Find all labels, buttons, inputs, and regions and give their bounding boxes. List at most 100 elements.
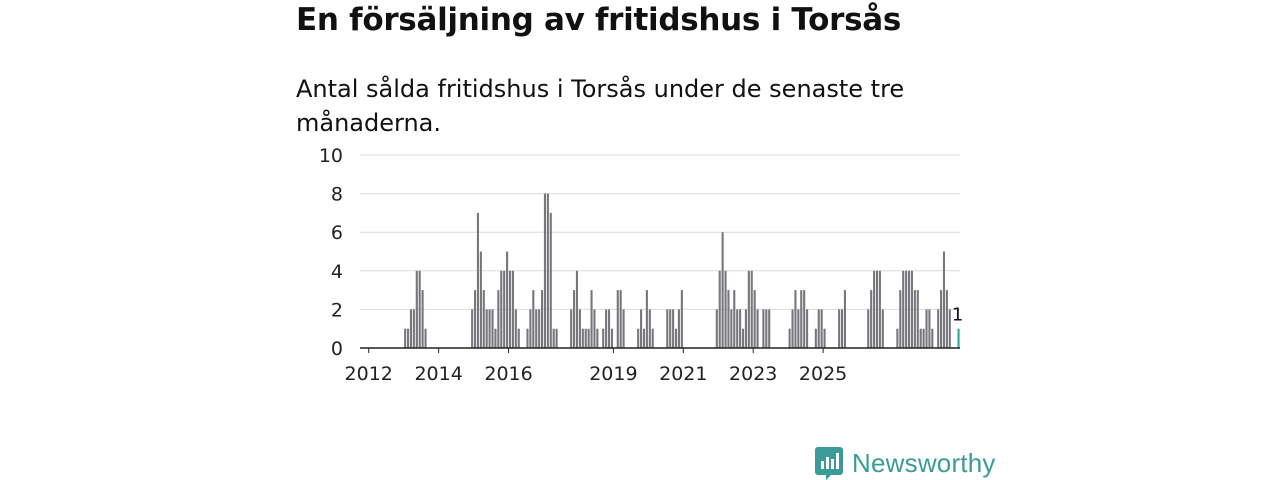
bar	[581, 328, 584, 348]
bar	[727, 290, 730, 348]
bar	[549, 212, 552, 348]
bar	[817, 309, 820, 348]
bar	[873, 270, 876, 348]
bar	[791, 309, 794, 348]
bar	[899, 290, 902, 348]
bar	[838, 309, 841, 348]
bar	[573, 290, 576, 348]
bar	[622, 309, 625, 348]
y-tick-label: 4	[331, 261, 343, 283]
x-tick-label: 2025	[799, 363, 847, 385]
bar	[870, 290, 873, 348]
bar	[494, 328, 497, 348]
bar	[733, 290, 736, 348]
bar	[922, 328, 925, 348]
bar	[913, 290, 916, 348]
bar	[768, 309, 771, 348]
x-tick-label: 2014	[414, 363, 462, 385]
bar	[605, 309, 608, 348]
bar	[404, 328, 407, 348]
bar	[672, 309, 675, 348]
bar	[526, 328, 529, 348]
bar	[797, 309, 800, 348]
bar	[409, 309, 413, 348]
bar	[942, 251, 946, 348]
bar	[610, 328, 613, 348]
bar	[724, 270, 727, 348]
bar	[511, 270, 514, 348]
bar	[503, 270, 506, 348]
bar	[741, 328, 745, 348]
bar	[803, 290, 806, 348]
bar	[476, 212, 480, 348]
bar	[529, 309, 532, 348]
bar	[843, 290, 846, 348]
bar	[806, 309, 809, 348]
bar	[931, 328, 934, 348]
bar	[730, 309, 733, 348]
bar	[602, 328, 605, 348]
bar	[937, 309, 940, 348]
bar	[916, 290, 919, 348]
bar	[570, 309, 573, 348]
bar	[928, 309, 931, 348]
bar	[747, 270, 750, 348]
newsworthy-logo-text: Newsworthy	[852, 448, 996, 478]
bar	[491, 309, 494, 348]
bar	[471, 309, 474, 348]
y-tick-label: 2	[331, 299, 343, 321]
bar	[910, 270, 913, 348]
bar	[645, 290, 648, 348]
bar	[718, 270, 721, 348]
bar	[925, 309, 928, 348]
bar	[596, 328, 599, 348]
bar	[666, 309, 669, 348]
bar	[412, 309, 415, 348]
bar	[497, 290, 500, 348]
bar	[488, 309, 491, 348]
chart-title: En försäljning av fritidshus i Torsås	[296, 2, 902, 38]
bar	[715, 309, 718, 348]
bar	[535, 309, 538, 348]
x-tick-label: 2012	[345, 363, 393, 385]
data-labels: 1	[952, 305, 963, 326]
bar	[590, 290, 593, 348]
bar	[514, 309, 517, 348]
bar	[875, 270, 879, 348]
bar	[552, 328, 555, 348]
bar	[640, 309, 643, 348]
bar	[485, 309, 488, 348]
bar	[593, 309, 596, 348]
bars	[404, 193, 960, 348]
bar	[948, 309, 951, 348]
bar	[800, 290, 803, 348]
bar	[721, 232, 724, 348]
bar	[814, 328, 817, 348]
bar	[940, 290, 943, 348]
x-tick-label: 2016	[484, 363, 532, 385]
bar	[508, 270, 512, 348]
bar	[902, 270, 905, 348]
newsworthy-logo: Newsworthy	[815, 447, 996, 480]
bar	[896, 328, 899, 348]
bar	[482, 290, 485, 348]
bar	[418, 270, 421, 348]
bar	[957, 328, 960, 348]
bar	[794, 290, 797, 348]
bar	[421, 290, 424, 348]
x-tick-label: 2021	[659, 363, 707, 385]
bar	[756, 309, 759, 348]
bar	[651, 328, 654, 348]
bar	[762, 309, 765, 348]
bar	[840, 309, 844, 348]
bar	[479, 251, 482, 348]
bar	[543, 193, 546, 348]
bar	[680, 290, 683, 348]
bar	[407, 328, 410, 348]
bar	[517, 328, 520, 348]
bar	[424, 328, 427, 348]
bar	[945, 290, 948, 348]
grid-lines	[360, 154, 960, 310]
bar	[867, 309, 870, 348]
